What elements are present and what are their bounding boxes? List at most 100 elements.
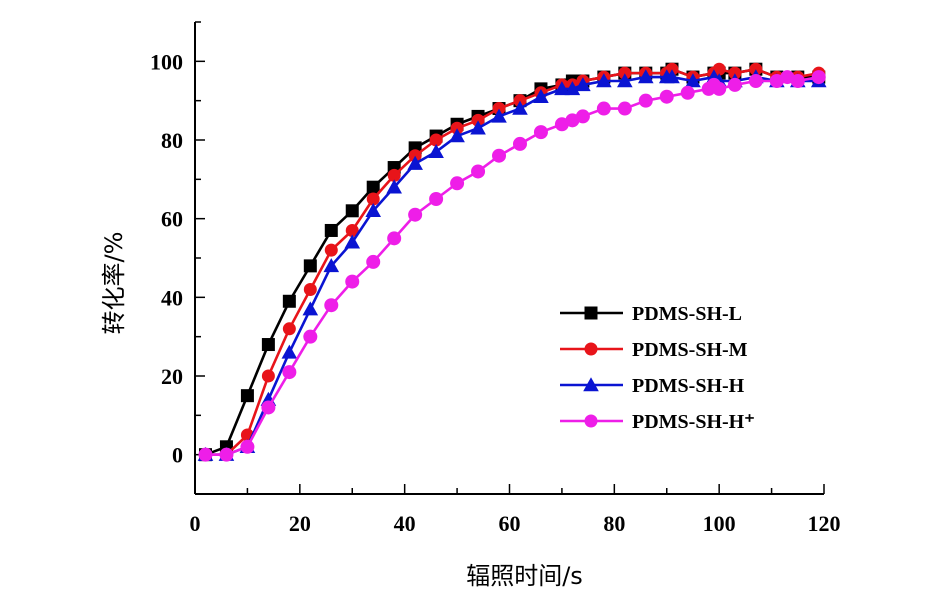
data-point bbox=[513, 94, 527, 108]
data-point bbox=[240, 389, 254, 403]
series-0 bbox=[198, 62, 826, 462]
x-tick-label: 80 bbox=[603, 511, 625, 536]
data-point bbox=[387, 168, 401, 182]
series-2 bbox=[197, 69, 827, 461]
legend-item: PDMS-SH-L bbox=[560, 303, 742, 325]
series-1 bbox=[198, 62, 826, 462]
data-point bbox=[261, 400, 276, 415]
series-line bbox=[205, 75, 819, 456]
data-point bbox=[324, 243, 338, 257]
data-point bbox=[303, 329, 318, 344]
data-point bbox=[512, 100, 528, 115]
legend-label: PDMS-SH-H bbox=[632, 375, 745, 397]
x-tick-label: 60 bbox=[499, 511, 521, 536]
data-point bbox=[564, 81, 581, 96]
data-point bbox=[345, 274, 360, 289]
data-point bbox=[408, 149, 422, 163]
y-tick-label: 20 bbox=[161, 364, 183, 389]
data-point bbox=[407, 155, 423, 170]
legend-item: PDMS-SH-H bbox=[560, 375, 745, 397]
data-point bbox=[533, 125, 548, 140]
data-point bbox=[261, 369, 275, 383]
data-point bbox=[575, 109, 590, 124]
data-point bbox=[617, 73, 633, 88]
x-tick-label: 0 bbox=[190, 511, 201, 536]
data-point bbox=[637, 69, 654, 84]
data-point bbox=[408, 207, 423, 222]
data-point bbox=[365, 203, 382, 218]
legend-item: PDMS-SH-H⁺ bbox=[560, 411, 755, 433]
data-point bbox=[345, 223, 359, 237]
x-tick-label: 20 bbox=[289, 511, 311, 536]
legend-marker bbox=[583, 377, 599, 392]
data-point bbox=[240, 439, 255, 454]
legend-marker bbox=[584, 342, 598, 356]
x-axis-title: 辐照时间/s bbox=[466, 562, 583, 590]
data-point bbox=[387, 231, 402, 246]
data-point bbox=[712, 62, 726, 76]
data-point bbox=[428, 144, 444, 159]
data-point bbox=[664, 69, 680, 84]
data-point bbox=[727, 77, 742, 92]
data-point bbox=[491, 108, 507, 123]
data-point bbox=[303, 282, 317, 296]
x-tick-label: 100 bbox=[703, 511, 736, 536]
series-3 bbox=[198, 70, 826, 462]
data-point bbox=[344, 234, 361, 249]
data-point bbox=[450, 176, 465, 191]
x-tick-label: 120 bbox=[808, 511, 841, 536]
axes: 0 20 40 60 80 100 0 20 40 60 80 100 120 bbox=[150, 21, 841, 536]
data-point bbox=[366, 254, 381, 269]
data-point bbox=[748, 74, 763, 88]
data-point bbox=[366, 192, 380, 206]
y-axis-title: 转化率/% bbox=[100, 232, 128, 335]
data-point bbox=[665, 62, 679, 76]
data-point bbox=[429, 133, 443, 147]
data-point bbox=[471, 164, 486, 179]
data-point bbox=[712, 81, 727, 96]
data-point bbox=[386, 179, 402, 194]
data-point bbox=[323, 258, 340, 273]
data-point bbox=[680, 85, 695, 100]
data-point bbox=[512, 136, 527, 151]
data-point bbox=[324, 223, 338, 237]
y-tick-label: 40 bbox=[161, 285, 183, 310]
data-point bbox=[596, 101, 611, 116]
data-point bbox=[790, 74, 805, 88]
data-point bbox=[282, 322, 296, 336]
data-point bbox=[282, 365, 297, 380]
data-point bbox=[303, 259, 317, 273]
data-point bbox=[638, 93, 653, 108]
data-point bbox=[811, 70, 826, 85]
data-point bbox=[449, 128, 465, 143]
data-point bbox=[533, 88, 549, 103]
legend-label: PDMS-SH-H⁺ bbox=[632, 411, 755, 433]
legend-marker bbox=[584, 414, 598, 428]
legend: PDMS-SH-L PDMS-SH-M PDMS-SH-H PDMS-SH-H⁺ bbox=[560, 303, 755, 433]
data-point bbox=[685, 73, 701, 88]
y-tick-label: 0 bbox=[172, 443, 183, 468]
data-point bbox=[282, 294, 296, 308]
data-point bbox=[492, 102, 506, 116]
data-point bbox=[470, 120, 486, 135]
data-point bbox=[450, 121, 464, 135]
data-point bbox=[345, 204, 359, 218]
data-point bbox=[596, 73, 612, 88]
data-point bbox=[366, 180, 380, 194]
data-point bbox=[281, 344, 298, 359]
data-point bbox=[261, 338, 275, 352]
data-point bbox=[659, 89, 674, 104]
data-point bbox=[617, 101, 632, 116]
data-point bbox=[198, 447, 213, 462]
legend-item: PDMS-SH-M bbox=[560, 339, 748, 361]
series-layer bbox=[197, 62, 827, 462]
x-tick-label: 40 bbox=[394, 511, 416, 536]
data-point bbox=[618, 66, 632, 80]
data-point bbox=[324, 298, 339, 313]
data-point bbox=[219, 447, 234, 462]
data-point bbox=[554, 81, 570, 96]
legend-label: PDMS-SH-M bbox=[632, 339, 748, 361]
series-line bbox=[205, 75, 819, 456]
data-point bbox=[302, 301, 319, 316]
